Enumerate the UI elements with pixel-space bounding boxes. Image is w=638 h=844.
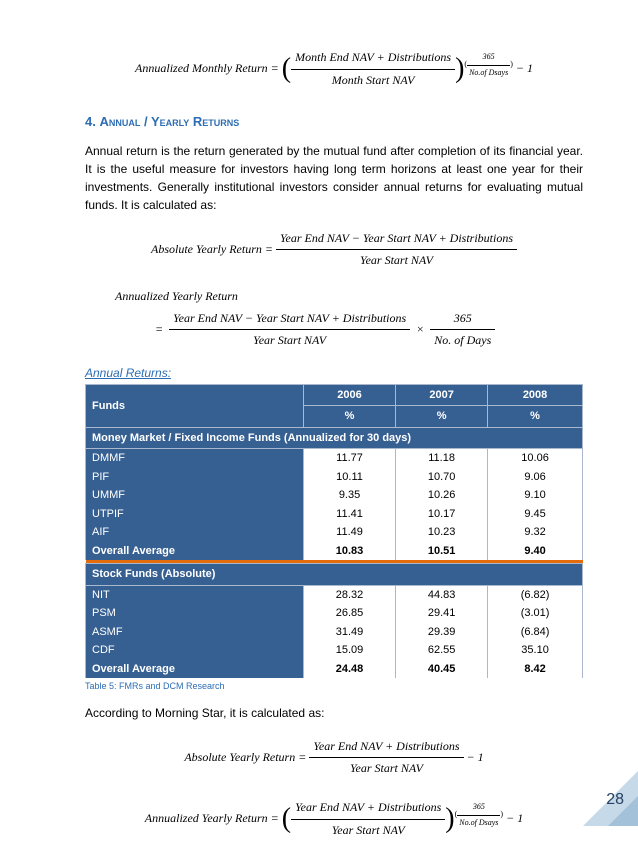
lparen: ( [282, 803, 291, 834]
f3-den: Year Start NAV [169, 330, 410, 352]
f3-mult-den: No. of Days [430, 330, 495, 352]
table-caption: Table 5: FMRs and DCM Research [85, 680, 583, 694]
th-unit-2: % [396, 406, 488, 428]
rparen: ) [455, 53, 464, 84]
table-row: ASMF31.4929.39(6.84) [86, 623, 583, 642]
f5-exp-num: 365 [457, 800, 500, 815]
f3-num: Year End NAV − Year Start NAV + Distribu… [169, 308, 410, 331]
f2-num: Year End NAV − Year Start NAV + Distribu… [276, 228, 517, 251]
table-row: CDF15.0962.5535.10 [86, 641, 583, 660]
th-unit-3: % [488, 406, 583, 428]
f5-exp-den: No.of Dsays [457, 816, 500, 830]
f4-lhs: Absolute Yearly Return = [184, 750, 306, 764]
f1-lhs: Annualized Monthly Return = [135, 61, 279, 75]
table-row: PIF10.1110.709.06 [86, 468, 583, 487]
f2-den: Year Start NAV [276, 250, 517, 272]
para-1: Annual return is the return generated by… [85, 142, 583, 214]
formula-annualized-monthly: Annualized Monthly Return = ( Month End … [85, 44, 583, 94]
th-2007: 2007 [396, 384, 488, 406]
f4-num: Year End NAV + Distributions [309, 736, 463, 759]
th-2008: 2008 [488, 384, 583, 406]
rparen: ) [445, 803, 454, 834]
formula-absolute-yearly-ms: Absolute Yearly Return = Year End NAV + … [85, 736, 583, 780]
section-heading: 4. Annual / Yearly Returns [85, 112, 583, 132]
section-title: Annual / Yearly Returns [99, 114, 239, 129]
f4-den: Year Start NAV [309, 758, 463, 780]
table-row: PSM26.8529.41(3.01) [86, 604, 583, 623]
th-unit-1: % [304, 406, 396, 428]
f5-den: Year Start NAV [291, 820, 445, 842]
f4-tail: − 1 [467, 750, 484, 764]
table-row-avg: Overall Average10.8310.519.40 [86, 542, 583, 561]
f1-den: Month Start NAV [291, 70, 455, 92]
f1-exp-num: 365 [467, 50, 510, 65]
f1-num: Month End NAV + Distributions [291, 47, 455, 70]
formula-annualized-yearly-ms: Annualized Yearly Return = ( Year End NA… [85, 794, 583, 844]
group2-title: Stock Funds (Absolute) [86, 564, 583, 586]
table-subhead: Annual Returns: [85, 364, 583, 382]
formula-annualized-yearly: Annualized Yearly Return = Year End NAV … [115, 286, 583, 352]
table-row: NIT28.3244.83(6.82) [86, 585, 583, 604]
th-funds: Funds [86, 384, 304, 427]
f3-lhs: Annualized Yearly Return [115, 289, 238, 303]
section-num: 4. [85, 114, 96, 129]
table-row: UTPIF11.4110.179.45 [86, 505, 583, 524]
th-2006: 2006 [304, 384, 396, 406]
f1-tail: − 1 [516, 61, 533, 75]
f1-exp-den: No.of Dsays [467, 66, 510, 80]
table-row-avg: Overall Average24.4840.458.42 [86, 660, 583, 679]
table-row: DMMF11.7711.1810.06 [86, 449, 583, 468]
group1-title: Money Market / Fixed Income Funds (Annua… [86, 427, 583, 449]
f2-lhs: Absolute Yearly Return = [151, 242, 273, 256]
f5-num: Year End NAV + Distributions [291, 797, 445, 820]
f3-mult-num: 365 [430, 308, 495, 331]
annual-returns-table: Funds 2006 2007 2008 % % % Money Market … [85, 384, 583, 679]
formula-absolute-yearly: Absolute Yearly Return = Year End NAV − … [85, 228, 583, 272]
table-row: AIF11.4910.239.32 [86, 523, 583, 542]
para-2: According to Morning Star, it is calcula… [85, 704, 583, 722]
lparen: ( [282, 53, 291, 84]
table-row: UMMF9.3510.269.10 [86, 486, 583, 505]
f5-tail: − 1 [506, 811, 523, 825]
f5-lhs: Annualized Yearly Return = [145, 811, 279, 825]
page-number: 28 [606, 788, 624, 812]
